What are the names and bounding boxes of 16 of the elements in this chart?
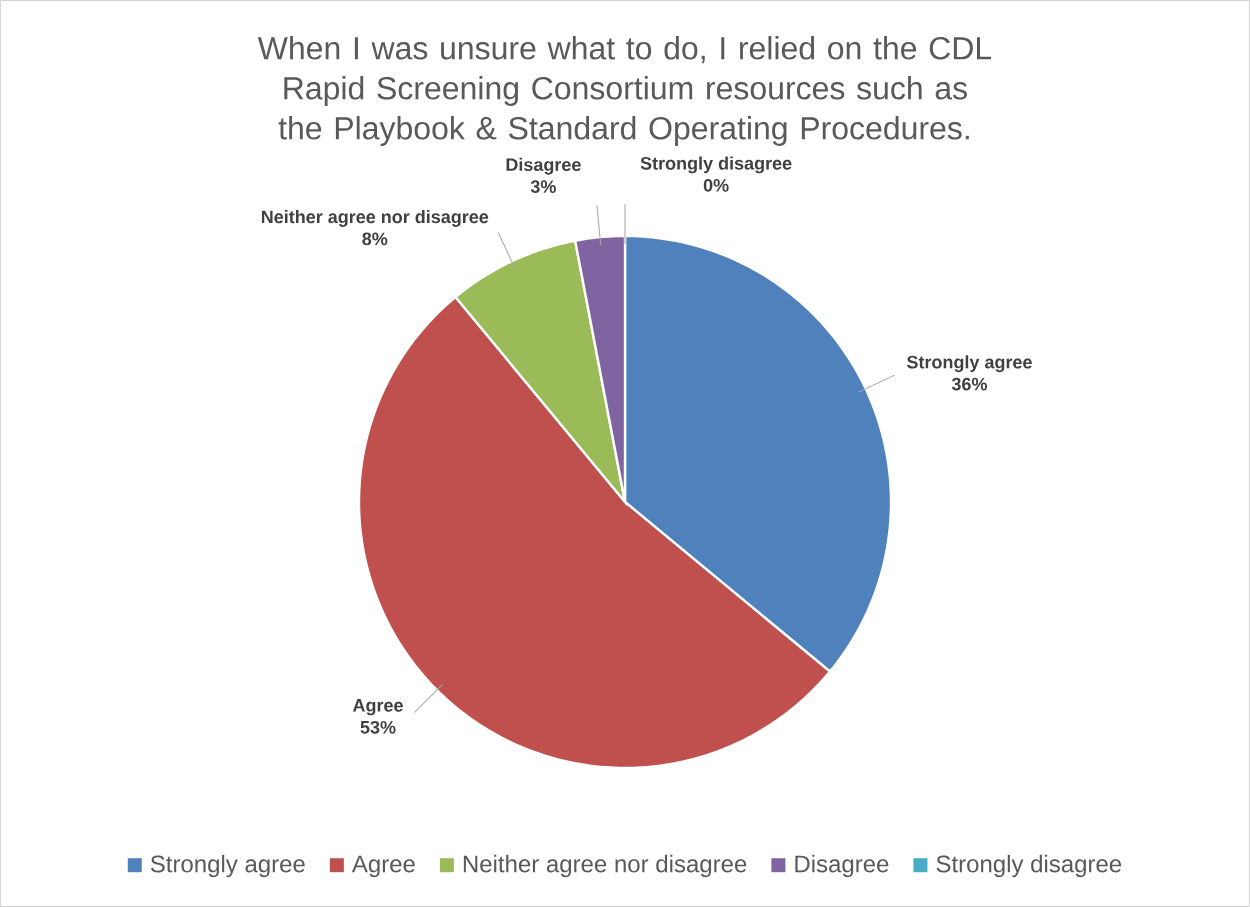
legend-label: Disagree [795, 854, 889, 878]
data-label: 53% [360, 720, 396, 734]
legend-label: Neither agree nor disagree [463, 854, 747, 878]
legend-label: Strongly agree [150, 854, 305, 878]
data-label: 8% [362, 232, 388, 246]
slice-label: Strongly agree [906, 355, 1032, 373]
chart-title: When I was unsure what to do, I relied on the CDL Rapid Screening Consortium resources such as the Playbook & Standard Operating Procedures. [257, 36, 992, 146]
data-label: 36% [951, 377, 987, 391]
legend-label: Strongly disagree [936, 854, 1122, 878]
slice-label: Agree [352, 699, 403, 716]
slice-label: Neither agree nor disagree [261, 210, 489, 227]
data-label: 3% [530, 180, 556, 194]
legend-label: Agree [351, 855, 415, 878]
text: 0% [703, 178, 729, 192]
category-label: Strongly disagree [640, 156, 792, 174]
slice-label: Disagree [506, 157, 581, 175]
